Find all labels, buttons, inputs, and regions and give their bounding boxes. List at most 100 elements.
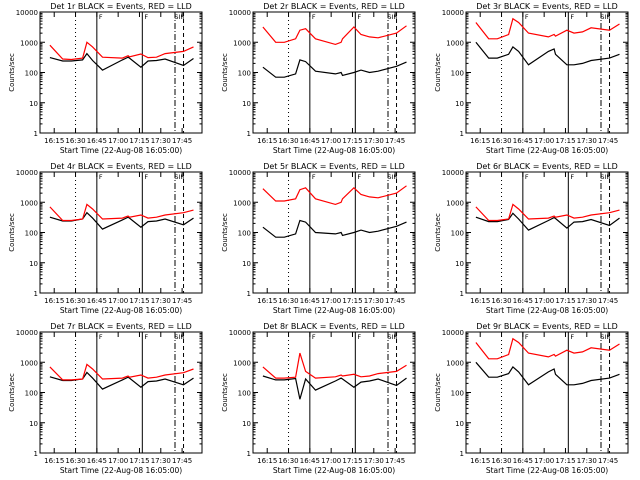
x-tick-label: 16:45 (87, 457, 107, 465)
y-tick-label: 1 (460, 450, 464, 458)
x-tick-label: 16:45 (300, 137, 320, 145)
x-tick-label: 17:45 (598, 297, 618, 305)
x-tick-label: 17:30 (151, 297, 171, 305)
marker-annotation: F (144, 173, 148, 181)
y-tick-label: 10 (29, 420, 38, 428)
detector-panel-7: 1 10 100 1000 10000 16:15 16:30 16:45 17:00 17:15… (8, 322, 203, 475)
x-tick-label: 16:30 (65, 137, 85, 145)
x-tick-label: 17:15 (342, 297, 362, 305)
series-line-lld (262, 352, 407, 379)
marker-annotation: SIII (600, 333, 610, 341)
x-tick-label: 16:30 (65, 457, 85, 465)
marker-annotation: F (570, 173, 574, 181)
x-tick-label: 17:15 (555, 297, 575, 305)
marker-annotation: F (99, 173, 103, 181)
y-tick-label: 1 (247, 130, 251, 138)
plot-frame (252, 171, 416, 294)
y-axis-label: Counts/sec (8, 213, 16, 252)
y-tick-label: 1000 (446, 359, 464, 367)
detector-panel-2: 1 10 100 1000 10000 16:15 16:30 16:45 17:00 17:15… (221, 2, 416, 155)
x-axis-label: Start Time (22-Aug-08 16:05:00) (486, 466, 608, 475)
series-line-lld (475, 337, 620, 360)
x-axis-label: Start Time (22-Aug-08 16:05:00) (486, 146, 608, 155)
x-tick-label: 17:30 (577, 457, 597, 465)
y-tick-label: 10000 (16, 9, 38, 17)
y-tick-label: 1 (247, 450, 251, 458)
panel-title: Det 3r BLACK = Events, RED = LLD (476, 2, 618, 11)
y-tick-label: 1000 (20, 39, 38, 47)
x-axis-label: Start Time (22-Aug-08 16:05:00) (273, 306, 395, 315)
x-tick-label: 17:15 (129, 297, 149, 305)
x-tick-label: 17:00 (108, 297, 128, 305)
y-tick-label: 100 (451, 390, 464, 398)
marker-annotation: F (312, 13, 316, 21)
series-line-events (262, 375, 407, 400)
x-tick-label: 16:45 (300, 297, 320, 305)
x-tick-label: 16:15 (44, 137, 64, 145)
y-tick-label: 100 (451, 70, 464, 78)
panel-title: Det 4r BLACK = Events, RED = LLD (50, 162, 192, 171)
series-line-lld (475, 17, 620, 40)
panel-title: Det 1r BLACK = Events, RED = LLD (50, 2, 192, 11)
y-axis-label: Counts/sec (221, 373, 229, 412)
marker-annotation: SIII (600, 13, 610, 21)
y-axis-label: Counts/sec (8, 373, 16, 412)
plot-frame (39, 171, 203, 294)
y-tick-label: 10000 (442, 9, 464, 17)
x-axis-label: Start Time (22-Aug-08 16:05:00) (273, 466, 395, 475)
x-tick-label: 16:30 (278, 457, 298, 465)
marker-annotation: SIII (387, 13, 397, 21)
series-line-lld (262, 185, 407, 206)
detector-panel-5: 1 10 100 1000 10000 16:15 16:30 16:45 17:00 17:15… (221, 162, 416, 315)
x-axis-label: Start Time (22-Aug-08 16:05:00) (273, 146, 395, 155)
marker-annotation: SIII (174, 13, 184, 21)
y-tick-label: 1000 (446, 39, 464, 47)
x-tick-label: 17:45 (385, 297, 405, 305)
y-tick-label: 1000 (20, 199, 38, 207)
marker-annotation: F (99, 333, 103, 341)
x-tick-label: 17:45 (598, 137, 618, 145)
x-tick-label: 17:00 (321, 297, 341, 305)
series-line-lld (49, 203, 194, 222)
x-tick-label: 17:30 (364, 297, 384, 305)
y-tick-label: 100 (25, 390, 38, 398)
y-tick-label: 100 (451, 230, 464, 238)
plot-frame (39, 11, 203, 134)
y-tick-label: 1000 (233, 359, 251, 367)
x-tick-label: 16:15 (44, 297, 64, 305)
panel-title: Det 5r BLACK = Events, RED = LLD (263, 162, 405, 171)
y-tick-label: 1000 (233, 39, 251, 47)
x-tick-label: 16:15 (257, 137, 277, 145)
y-tick-label: 10000 (229, 169, 251, 177)
marker-annotation: F (525, 173, 529, 181)
x-tick-label: 17:30 (577, 137, 597, 145)
x-tick-label: 16:30 (491, 457, 511, 465)
plot-frame (465, 171, 629, 294)
panel-title: Det 2r BLACK = Events, RED = LLD (263, 2, 405, 11)
y-axis-label: Counts/sec (221, 213, 229, 252)
y-tick-label: 10000 (442, 329, 464, 337)
x-tick-label: 17:30 (577, 297, 597, 305)
y-tick-label: 1000 (20, 359, 38, 367)
y-tick-label: 100 (25, 70, 38, 78)
y-tick-label: 1 (34, 450, 38, 458)
y-tick-label: 100 (238, 390, 251, 398)
series-line-events (262, 59, 407, 78)
x-axis-label: Start Time (22-Aug-08 16:05:00) (60, 306, 182, 315)
marker-annotation: SIII (387, 333, 397, 341)
y-tick-label: 1 (34, 130, 38, 138)
x-tick-label: 17:30 (151, 457, 171, 465)
x-tick-label: 17:45 (172, 137, 192, 145)
series-line-events (475, 361, 620, 386)
y-tick-label: 10 (455, 100, 464, 108)
x-tick-label: 16:15 (257, 457, 277, 465)
marker-annotation: F (357, 13, 361, 21)
detector-panel-8: 1 10 100 1000 10000 16:15 16:30 16:45 17:00 17:15… (221, 322, 416, 475)
marker-annotation: F (357, 333, 361, 341)
y-tick-label: 10000 (229, 9, 251, 17)
x-tick-label: 16:45 (87, 297, 107, 305)
series-line-lld (49, 363, 194, 381)
y-axis-label: Counts/sec (434, 53, 442, 92)
series-line-events (262, 219, 407, 238)
x-tick-label: 16:30 (491, 297, 511, 305)
